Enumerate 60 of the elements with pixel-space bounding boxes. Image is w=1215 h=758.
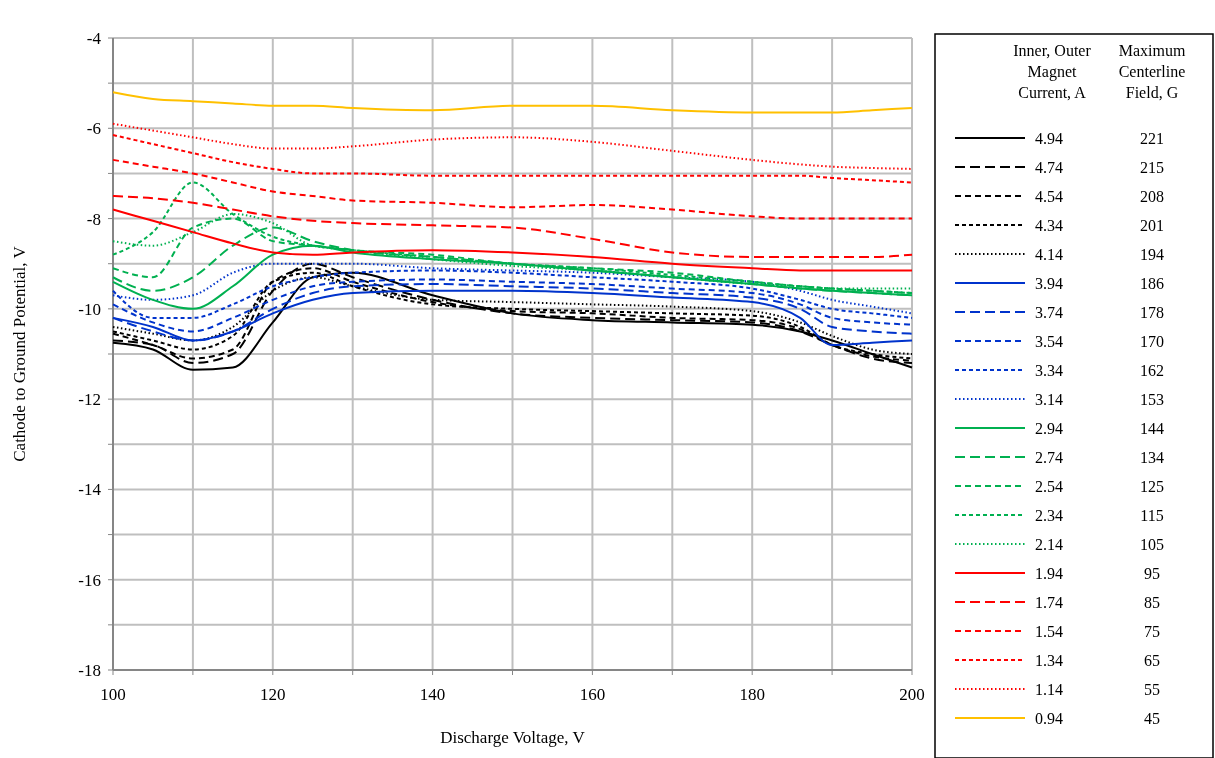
text: 153 [1140, 391, 1164, 408]
y-tick-label: -8 [86, 209, 101, 229]
y-tick-label: -16 [78, 570, 101, 590]
text: 186 [1140, 275, 1164, 292]
text: 105 [1140, 536, 1164, 553]
y-tick-label: -10 [78, 299, 101, 319]
legend-label: 2.34 [1035, 507, 1063, 524]
legend-label: 1.14 [1035, 681, 1063, 698]
y-tick-label: -12 [78, 390, 101, 410]
x-tick-label: 100 [100, 685, 126, 704]
text: 95 [1144, 565, 1160, 582]
text: Maximum Centerline Field, G [1118, 42, 1186, 101]
legend-label: 4.54 [1035, 188, 1063, 205]
text: 144 [1140, 420, 1164, 437]
text: 65 [1144, 652, 1160, 669]
y-tick-label: -4 [86, 29, 102, 48]
text: 215 [1140, 159, 1164, 176]
text: 162 [1140, 362, 1164, 379]
y-tick-label: -18 [78, 661, 101, 680]
y-tick-label: -6 [86, 119, 101, 139]
legend-label: 1.54 [1035, 623, 1063, 640]
legend-label: 2.54 [1035, 478, 1063, 495]
text: 208 [1140, 188, 1164, 205]
legend-label: 2.14 [1035, 536, 1063, 553]
x-axis-title: Discharge Voltage, V [440, 728, 586, 747]
text: 201 [1140, 217, 1164, 234]
text: 178 [1140, 304, 1164, 321]
legend-label: 4.34 [1035, 217, 1063, 234]
legend-title: Inner, Outer Magnet Current, A [1013, 42, 1092, 101]
legend-label: 0.94 [1035, 710, 1063, 727]
legend-label: 1.74 [1035, 594, 1063, 611]
text: 45 [1144, 710, 1160, 727]
text: 125 [1140, 478, 1164, 495]
text: 55 [1144, 681, 1160, 698]
text: 75 [1144, 623, 1160, 640]
text: 115 [1140, 507, 1164, 524]
legend-label: 4.94 [1035, 130, 1063, 147]
x-tick-label: 140 [419, 685, 446, 704]
legend-label: 3.34 [1035, 362, 1063, 379]
x-tick-label: 200 [899, 685, 925, 704]
text: 134 [1140, 449, 1164, 466]
legend-label: 2.74 [1035, 449, 1063, 466]
y-axis-title: Cathode to Ground Potential, V [10, 245, 29, 462]
text: 194 [1140, 246, 1164, 263]
legend-label: 3.14 [1035, 391, 1063, 408]
legend-label: 1.94 [1035, 565, 1063, 582]
legend-label: 3.74 [1035, 304, 1063, 321]
legend-label: 1.34 [1035, 652, 1063, 669]
text: 85 [1144, 594, 1160, 611]
legend-label: 4.14 [1035, 246, 1063, 263]
legend-label: 4.74 [1035, 159, 1063, 176]
legend-label: 3.54 [1035, 333, 1063, 350]
text: 221 [1140, 130, 1164, 147]
y-tick-label: -14 [78, 480, 102, 500]
legend-label: 2.94 [1035, 420, 1063, 437]
x-tick-label: 180 [739, 685, 765, 704]
x-tick-label: 120 [260, 685, 286, 704]
x-tick-label: 160 [579, 685, 606, 704]
legend-label: 3.94 [1035, 275, 1063, 292]
text: 170 [1140, 333, 1164, 350]
